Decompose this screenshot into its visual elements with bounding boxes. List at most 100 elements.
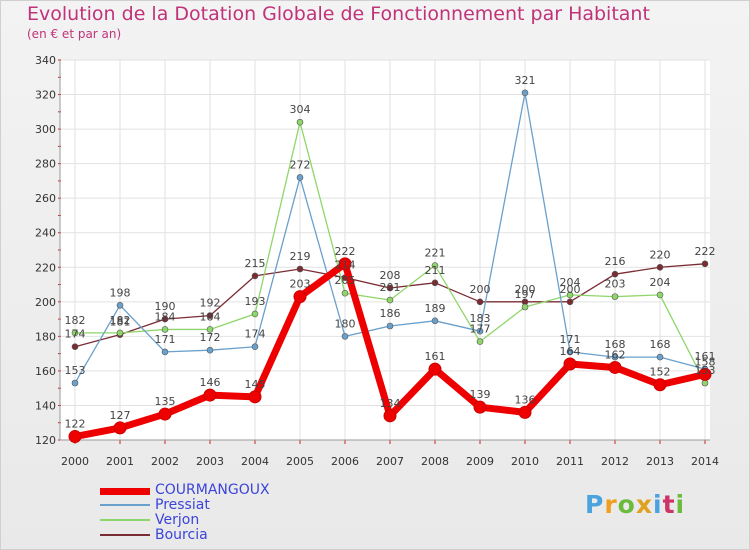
x-tick-label: 2012 <box>601 455 629 468</box>
data-label: 215 <box>245 257 266 270</box>
y-tick-label: 140 <box>35 399 56 412</box>
data-point-bourcia <box>71 343 79 351</box>
y-tick-label: 180 <box>35 330 56 343</box>
data-label: 135 <box>155 395 176 408</box>
x-tick-label: 2009 <box>466 455 494 468</box>
data-label: 222 <box>335 245 356 258</box>
data-label: 221 <box>425 247 446 260</box>
data-point-bourcia <box>476 298 484 306</box>
data-label: 174 <box>245 328 266 341</box>
data-label: 139 <box>470 388 491 401</box>
y-tick-label: 320 <box>35 89 56 102</box>
data-point-bourcia <box>161 315 169 323</box>
data-point-courmangoux <box>428 362 442 376</box>
data-point-courmangoux <box>473 400 487 414</box>
data-label: 211 <box>425 264 446 277</box>
data-point-bourcia <box>566 298 574 306</box>
x-tick-label: 2008 <box>421 455 449 468</box>
data-point-courmangoux <box>338 257 352 271</box>
x-tick-label: 2003 <box>196 455 224 468</box>
y-tick-label: 120 <box>35 434 56 447</box>
data-label: 214 <box>335 259 356 272</box>
data-point-bourcia <box>386 284 394 292</box>
legend-swatch-courmangoux <box>100 488 150 495</box>
x-tick-label: 2010 <box>511 455 539 468</box>
data-point-courmangoux <box>563 357 577 371</box>
data-label: 183 <box>470 312 491 325</box>
data-label: 205 <box>335 274 356 287</box>
data-label: 222 <box>695 245 716 258</box>
data-point-bourcia <box>656 263 664 271</box>
data-point-verjon <box>656 291 664 299</box>
data-label: 190 <box>155 300 176 313</box>
data-label: 153 <box>695 364 716 377</box>
data-label: 193 <box>245 295 266 308</box>
plot-area <box>60 60 710 440</box>
y-tick-label: 220 <box>35 261 56 274</box>
data-label: 203 <box>290 278 311 291</box>
data-point-courmangoux <box>203 388 217 402</box>
x-tick-label: 2004 <box>241 455 269 468</box>
data-point-pressiat <box>386 322 394 330</box>
data-label: 171 <box>560 333 581 346</box>
data-label: 168 <box>650 338 671 351</box>
data-label: 181 <box>110 316 131 329</box>
data-point-verjon <box>251 310 259 318</box>
y-tick-label: 240 <box>35 227 56 240</box>
data-label: 122 <box>65 418 86 431</box>
data-point-verjon <box>386 296 394 304</box>
data-label: 182 <box>110 314 131 327</box>
data-point-pressiat <box>656 353 664 361</box>
data-point-courmangoux <box>68 430 82 444</box>
data-point-verjon <box>566 291 574 299</box>
data-label: 321 <box>515 74 536 87</box>
data-point-verjon <box>476 338 484 345</box>
data-point-pressiat <box>161 348 169 356</box>
legend-swatch-pressiat <box>100 504 150 506</box>
data-point-verjon <box>341 289 349 297</box>
data-point-courmangoux <box>113 421 127 435</box>
data-label: 164 <box>560 345 581 358</box>
data-label: 186 <box>380 307 401 320</box>
data-label: 203 <box>605 278 626 291</box>
data-label: 204 <box>650 276 671 289</box>
data-point-pressiat <box>116 301 124 309</box>
data-point-pressiat <box>296 174 304 181</box>
data-point-courmangoux <box>653 378 667 392</box>
y-tick-label: 260 <box>35 192 56 205</box>
x-tick-label: 2007 <box>376 455 404 468</box>
data-point-bourcia <box>431 279 439 287</box>
data-label: 180 <box>335 317 356 330</box>
data-point-pressiat <box>71 379 79 387</box>
data-label: 272 <box>290 158 311 171</box>
x-tick-label: 2011 <box>556 455 584 468</box>
x-tick-label: 2001 <box>106 455 134 468</box>
chart-title: Evolution de la Dotation Globale de Fonc… <box>27 3 650 25</box>
y-tick-label: 300 <box>35 123 56 136</box>
data-label: 177 <box>470 323 491 336</box>
data-point-courmangoux <box>698 367 712 381</box>
data-point-pressiat <box>521 89 529 97</box>
chart-subtitle: (en € et par an) <box>27 27 122 41</box>
proxiti-logo: Proxiti <box>585 490 686 519</box>
x-tick-label: 2000 <box>61 455 89 468</box>
data-point-pressiat <box>476 327 484 335</box>
data-label: 197 <box>515 288 536 301</box>
y-tick-label: 160 <box>35 365 56 378</box>
data-label: 162 <box>605 348 626 361</box>
data-label: 304 <box>290 103 311 116</box>
data-label: 161 <box>425 350 446 363</box>
data-label: 145 <box>245 378 266 391</box>
data-label: 201 <box>380 281 401 294</box>
data-label: 158 <box>695 355 716 368</box>
data-point-pressiat <box>206 346 214 354</box>
data-point-pressiat <box>431 317 439 325</box>
data-label: 192 <box>200 297 221 310</box>
data-point-verjon <box>161 326 169 333</box>
legend-label-bourcia: Bourcia <box>155 527 208 543</box>
data-label: 172 <box>200 331 221 344</box>
data-point-verjon <box>521 303 529 311</box>
data-point-verjon <box>116 329 124 337</box>
data-label: 153 <box>65 364 86 377</box>
